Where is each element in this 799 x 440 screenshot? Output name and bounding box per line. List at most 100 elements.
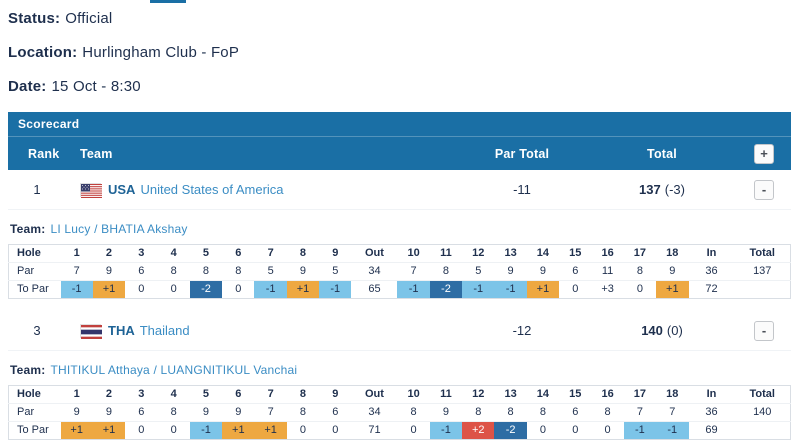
topar-cell: 72 (688, 280, 735, 299)
par-row-label: Par (8, 262, 61, 281)
hole-cell: Total (749, 247, 775, 259)
par-cell: 8 (286, 403, 320, 422)
topar-cell: -2 (189, 280, 223, 299)
team-players-line: Team: THITIKUL Atthaya / LUANGNITIKUL Van… (10, 363, 791, 377)
topar-cell (734, 280, 791, 299)
topar-cell: 69 (688, 421, 735, 440)
par-cell: 8 (591, 403, 624, 422)
team-detail-section: Team: THITIKUL Atthaya / LUANGNITIKUL Van… (8, 351, 791, 440)
hole-cell: 7 (267, 388, 274, 400)
hole-cell: 5 (202, 388, 210, 400)
topar-cell: 0 (125, 421, 158, 440)
date-value: 15 Oct - 8:30 (51, 78, 141, 95)
hole-cell: 9 (332, 247, 339, 259)
team-par-total: -11 (513, 182, 531, 197)
topar-cell: +1 (526, 280, 560, 299)
hole-cell: 2 (105, 388, 113, 400)
topar-cell: 0 (222, 280, 255, 299)
hole-cell: 17 (633, 388, 647, 400)
hole-cell: 18 (666, 247, 679, 259)
par-cell: 140 (734, 403, 791, 422)
team-rank: 3 (33, 323, 41, 338)
team-code: USA (108, 182, 136, 197)
hole-cell: 10 (407, 247, 420, 259)
scorecard-title: Scorecard (8, 112, 791, 137)
event-meta: Status: Official Location: Hurlingham Club… (8, 10, 791, 96)
topar-cell: -1 (494, 280, 527, 299)
par-cell: 137 (734, 262, 791, 281)
location-value: Hurlingham Club - FoP (82, 44, 240, 61)
topar-cell: +1 (92, 280, 126, 299)
team-country: United States of America (140, 182, 284, 197)
hole-cell: 4 (170, 247, 177, 259)
hole-cell: 1 (73, 388, 80, 400)
rank-column-header: Rank (28, 146, 60, 161)
team-label: Team: (10, 363, 46, 377)
team-detail-section: Team: LI Lucy / BHATIA Akshay Hole 1 2 3 4 5 6 7… (8, 210, 791, 299)
par-total-column-header: Par Total (494, 146, 550, 161)
topar-row-label: To Par (8, 421, 61, 440)
par-cell: 7 (623, 403, 657, 422)
topar-cell: +1 (60, 421, 93, 440)
topar-cell: 0 (286, 421, 320, 440)
par-cell: 8 (623, 262, 657, 281)
topar-row-label: To Par (8, 280, 61, 299)
hole-cell: 6 (235, 247, 242, 259)
team-total-strokes: 137 (639, 182, 661, 197)
topar-cell: 0 (526, 421, 560, 440)
par-cell: 8 (157, 262, 190, 281)
hole-cell: 6 (235, 388, 242, 400)
par-cell: 7 (397, 262, 430, 281)
hole-cell: Out (364, 388, 384, 400)
topar-cell: -2 (429, 280, 463, 299)
hole-cell: 11 (440, 388, 452, 400)
hole-cell: 7 (267, 247, 274, 259)
par-cell: 6 (559, 403, 592, 422)
location-line: Location: Hurlingham Club - FoP (8, 44, 791, 62)
tha-flag-icon (80, 323, 102, 339)
topar-cell: +1 (92, 421, 126, 440)
total-column-header: Total (647, 146, 677, 161)
hole-cell: Out (364, 247, 384, 259)
topar-cell: 65 (351, 280, 398, 299)
hole-cell: 10 (407, 388, 420, 400)
par-cell: 11 (591, 262, 624, 281)
topar-cell: +1 (656, 280, 689, 299)
team-code: THA (108, 323, 135, 338)
team-players: LI Lucy / BHATIA Akshay (50, 222, 188, 236)
topar-cell: -1 (60, 280, 93, 299)
hole-cell: 18 (666, 388, 679, 400)
par-cell: 9 (656, 262, 689, 281)
team-total-strokes: 140 (641, 323, 663, 338)
hole-row-label: Hole (17, 247, 41, 259)
topar-cell: +1 (222, 421, 255, 440)
hole-cell: 15 (569, 388, 582, 400)
par-cell: 8 (222, 262, 255, 281)
topar-cell: 0 (157, 280, 190, 299)
topar-cell: 0 (157, 421, 190, 440)
team-cell[interactable]: THA Thailand (66, 323, 457, 339)
team-label: Team: (10, 222, 46, 236)
par-cell: 8 (526, 403, 560, 422)
topar-cell: -1 (319, 280, 352, 299)
par-cell: 34 (351, 262, 398, 281)
collapse-team-button[interactable]: - (754, 320, 774, 341)
team-total-to-par: (-3) (664, 182, 685, 197)
hole-cell: 8 (299, 247, 307, 259)
collapse-team-button[interactable]: - (754, 179, 774, 200)
team-total: 137 (-3) (587, 182, 737, 197)
location-label: Location: (8, 44, 78, 61)
topar-cell: -1 (429, 421, 463, 440)
expand-all-button[interactable]: + (754, 143, 774, 164)
team-cell[interactable]: USA United States of America (66, 182, 457, 198)
hole-cell: 4 (170, 388, 177, 400)
topar-cell: 0 (319, 421, 352, 440)
par-cell: 7 (656, 403, 689, 422)
topar-cell: +2 (462, 421, 495, 440)
hole-row-label: Hole (17, 388, 41, 400)
par-cell: 5 (319, 262, 352, 281)
par-cell: 7 (60, 262, 93, 281)
hole-cell: 15 (569, 247, 582, 259)
par-cell: 6 (125, 403, 158, 422)
